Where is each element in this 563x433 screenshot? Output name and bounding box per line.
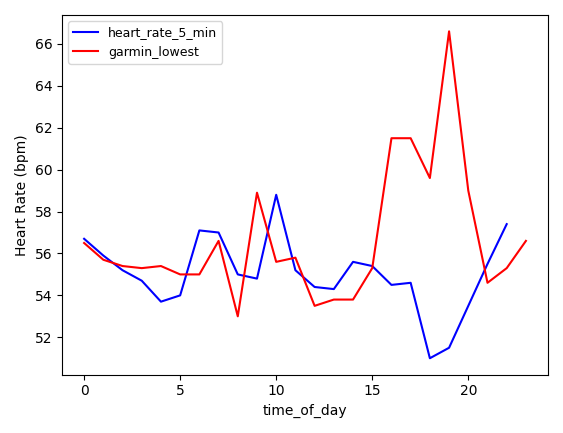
heart_rate_5_min (407, 280, 414, 285)
garmin_lowest (522, 238, 529, 243)
heart_rate_5_min (503, 222, 510, 227)
garmin_lowest (407, 136, 414, 141)
Line: heart_rate_5_min: heart_rate_5_min (84, 195, 507, 358)
garmin_lowest (100, 257, 107, 262)
Y-axis label: Heart Rate (bpm): Heart Rate (bpm) (15, 134, 29, 255)
heart_rate_5_min (100, 253, 107, 258)
heart_rate_5_min (484, 262, 491, 267)
heart_rate_5_min (446, 345, 453, 350)
garmin_lowest (292, 255, 299, 260)
garmin_lowest (484, 280, 491, 285)
Legend: heart_rate_5_min, garmin_lowest: heart_rate_5_min, garmin_lowest (68, 21, 222, 64)
garmin_lowest (215, 238, 222, 243)
heart_rate_5_min (311, 284, 318, 290)
heart_rate_5_min (292, 268, 299, 273)
garmin_lowest (330, 297, 337, 302)
garmin_lowest (427, 175, 434, 181)
heart_rate_5_min (427, 355, 434, 361)
garmin_lowest (465, 188, 472, 193)
garmin_lowest (273, 259, 280, 265)
garmin_lowest (234, 314, 241, 319)
X-axis label: time_of_day: time_of_day (263, 404, 347, 418)
heart_rate_5_min (177, 293, 184, 298)
heart_rate_5_min (253, 276, 260, 281)
garmin_lowest (350, 297, 356, 302)
garmin_lowest (119, 263, 126, 268)
heart_rate_5_min (119, 268, 126, 273)
heart_rate_5_min (215, 230, 222, 235)
garmin_lowest (158, 263, 164, 268)
garmin_lowest (503, 265, 510, 271)
garmin_lowest (177, 272, 184, 277)
garmin_lowest (196, 272, 203, 277)
garmin_lowest (138, 265, 145, 271)
garmin_lowest (81, 240, 87, 246)
heart_rate_5_min (330, 287, 337, 292)
heart_rate_5_min (369, 263, 376, 268)
heart_rate_5_min (196, 228, 203, 233)
heart_rate_5_min (350, 259, 356, 265)
heart_rate_5_min (138, 278, 145, 283)
heart_rate_5_min (273, 192, 280, 197)
heart_rate_5_min (158, 299, 164, 304)
garmin_lowest (388, 136, 395, 141)
Line: garmin_lowest: garmin_lowest (84, 31, 526, 317)
heart_rate_5_min (388, 282, 395, 288)
garmin_lowest (446, 29, 453, 34)
heart_rate_5_min (465, 303, 472, 308)
heart_rate_5_min (234, 272, 241, 277)
garmin_lowest (311, 303, 318, 308)
garmin_lowest (369, 265, 376, 271)
heart_rate_5_min (81, 236, 87, 241)
garmin_lowest (253, 190, 260, 195)
